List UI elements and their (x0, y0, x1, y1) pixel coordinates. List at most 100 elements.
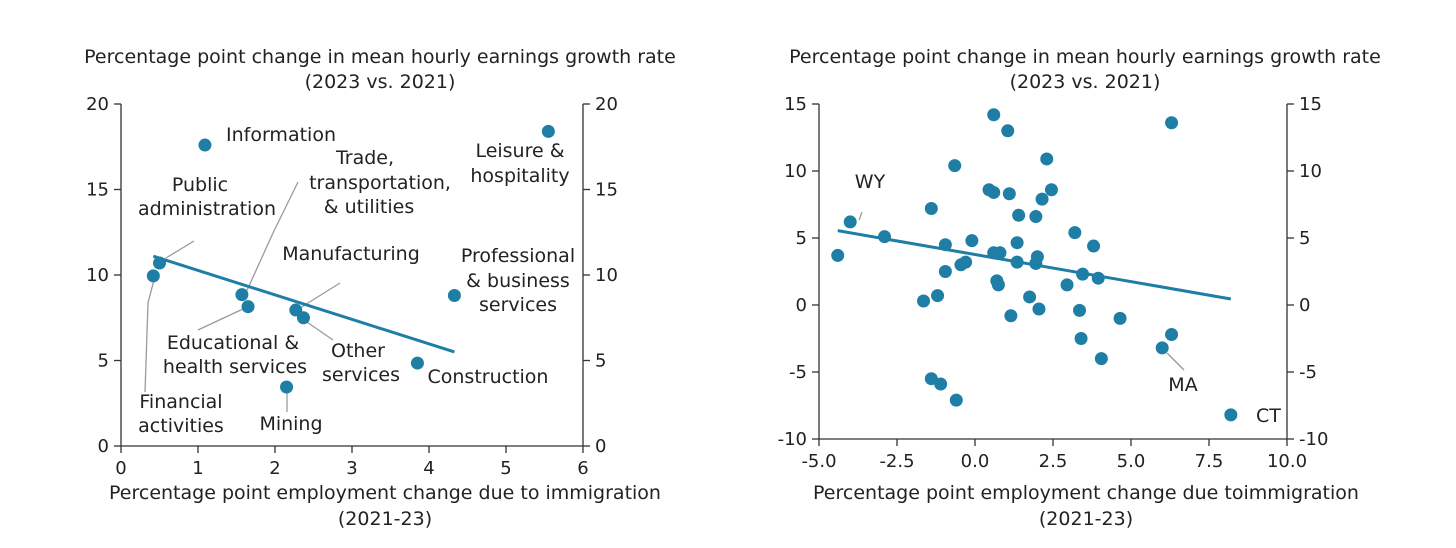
right-data-point (1001, 124, 1015, 138)
leader-wy (858, 211, 863, 221)
right-data-point (1076, 267, 1090, 281)
point-other-services (296, 311, 310, 325)
right-data-point (1087, 239, 1101, 253)
right-data-point (1002, 187, 1016, 201)
point-public-administration (153, 256, 166, 270)
right-ytick-label-left: 5 (796, 228, 807, 249)
right-data-point (878, 230, 892, 244)
right-chart-xlabel-range: (2021-23) (1039, 508, 1133, 530)
right-data-point (1060, 278, 1074, 292)
right-data-point (1113, 311, 1127, 325)
point-wy (843, 215, 857, 229)
right-xtick-label: -2.5 (879, 451, 914, 472)
left-annotations: Information Leisure & hospitality Public… (138, 124, 575, 437)
right-data-point (949, 393, 963, 407)
left-ytick-label-left: 15 (86, 180, 109, 201)
point-educational-health-services (241, 300, 255, 314)
right-data-point (987, 185, 1001, 199)
right-data-point (1165, 116, 1179, 130)
label-financial-line2: activities (138, 415, 224, 437)
left-chart-subtitle: (2023 vs. 2021) (305, 71, 456, 93)
left-ytick-label-right: 15 (595, 180, 618, 201)
right-xtick-label: 2.5 (1039, 451, 1068, 472)
left-leader-lines (144, 181, 341, 412)
right-data-point (991, 278, 1005, 292)
left-ytick-label-left: 5 (98, 351, 109, 372)
right-data-point (965, 234, 979, 248)
right-xtick-label: -5.0 (801, 451, 836, 472)
right-data-point (1004, 309, 1018, 323)
point-information (198, 138, 212, 152)
label-ct: CT (1256, 405, 1281, 427)
right-ytick-label-right: 5 (1299, 228, 1310, 249)
right-data-point (938, 238, 952, 252)
point-financial-activities (146, 269, 160, 283)
label-financial-line1: Financial (139, 391, 222, 413)
right-data-point (1012, 208, 1026, 222)
right-data-point (1165, 327, 1179, 341)
left-ytick-label-right: 0 (595, 436, 606, 457)
label-leisure-line2: hospitality (470, 165, 569, 187)
point-ma (1155, 341, 1169, 355)
left-ytick-label-right: 10 (595, 265, 618, 286)
right-chart-subtitle: (2023 vs. 2021) (1010, 71, 1161, 93)
label-professional-line1: Professional (461, 245, 575, 267)
right-xtick-label: 7.5 (1195, 451, 1224, 472)
right-data-point (948, 159, 962, 173)
right-plot: -10 -10 -5 -5 0 0 5 5 10 10 15 15 -5.0 -2.5 0.0 2.5 5.0 7… (778, 94, 1329, 472)
right-chart: Percentage point change in mean hourly e… (789, 46, 1381, 530)
right-ytick-label-left: 0 (796, 295, 807, 316)
label-trade-line3: & utilities (324, 196, 415, 218)
right-data-point (1044, 183, 1058, 197)
label-manufacturing: Manufacturing (282, 243, 420, 265)
left-xtick-label: 0 (115, 458, 126, 479)
right-data-point (1091, 271, 1105, 285)
right-data-point (1094, 352, 1108, 366)
left-trend-line (152, 254, 455, 354)
right-ytick-label-right: -10 (1299, 429, 1328, 450)
right-data-point (1010, 236, 1024, 250)
right-xtick-label: 10.0 (1267, 451, 1307, 472)
left-xtick-label: 4 (423, 458, 434, 479)
left-chart: Percentage point change in mean hourly e… (84, 46, 676, 530)
right-data-point (831, 248, 845, 262)
right-ytick-label-left: 10 (784, 161, 807, 182)
left-xtick-label: 2 (269, 458, 280, 479)
right-ytick-label-right: 15 (1299, 94, 1322, 115)
point-leisure-hospitality (541, 124, 555, 138)
label-professional-line2: & business (466, 270, 570, 292)
label-other-line1: Other (331, 340, 385, 362)
label-mining: Mining (259, 413, 322, 435)
right-data-point (917, 294, 931, 308)
right-data-point (993, 246, 1007, 260)
right-data-point (987, 108, 1001, 122)
right-data-point (1029, 256, 1043, 270)
leader-public-administration (165, 240, 195, 259)
label-professional-line3: services (479, 294, 557, 316)
right-leader-lines (858, 211, 1185, 371)
label-wy: WY (855, 171, 886, 193)
leader-trade (243, 181, 299, 298)
label-public-admin-line2: administration (138, 198, 276, 220)
point-ct (1224, 408, 1238, 422)
right-data-point (1029, 210, 1043, 224)
point-construction (410, 356, 424, 370)
label-leisure-line1: Leisure & (475, 140, 564, 162)
point-professional-business-services (447, 289, 461, 303)
right-data-point (1010, 255, 1024, 269)
point-trade-transportation-utilities (235, 288, 249, 302)
left-ytick-label-left: 10 (86, 265, 109, 286)
left-ytick-label-right: 5 (595, 351, 606, 372)
left-chart-xlabel-range: (2021-23) (338, 508, 432, 530)
left-xtick-label: 3 (346, 458, 357, 479)
right-data-point (1035, 192, 1049, 206)
label-information: Information (226, 124, 336, 146)
leader-other-services (303, 319, 334, 341)
right-xtick-label: 0.0 (961, 451, 990, 472)
left-xtick-label: 1 (192, 458, 203, 479)
right-ytick-label-right: 10 (1299, 161, 1322, 182)
left-xtick-label: 6 (577, 458, 588, 479)
leader-financial-activities (144, 275, 156, 393)
right-data-point (1040, 152, 1054, 166)
